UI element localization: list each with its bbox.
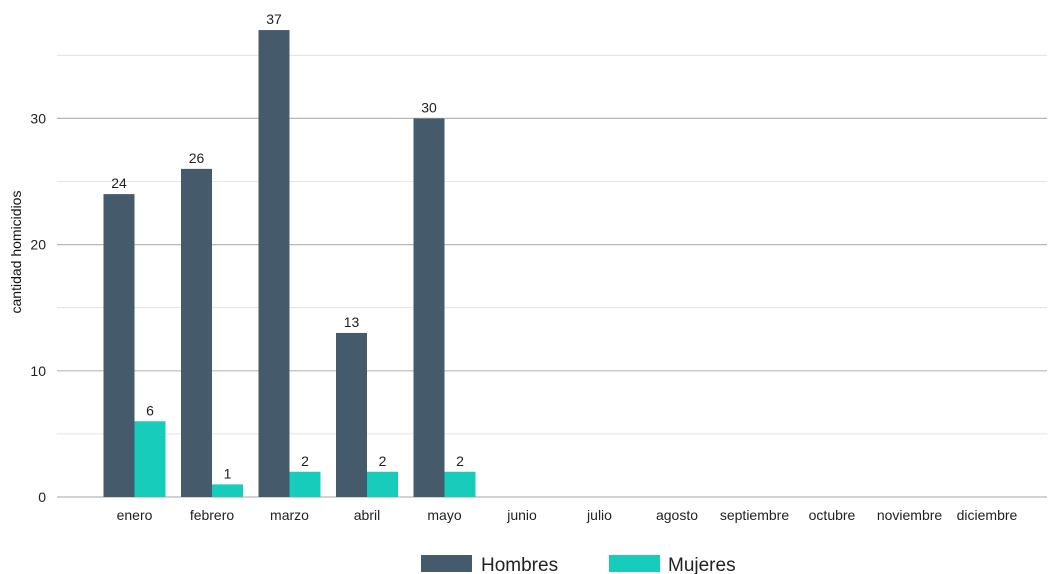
- data-label-mujeres-febrero: 1: [224, 465, 232, 481]
- y-axis-label: cantidad homicidios: [8, 191, 24, 314]
- bar-mujeres-marzo: [289, 471, 321, 497]
- y-axis: 0 10 20 30: [30, 110, 46, 505]
- bar-hombres-marzo: [258, 30, 290, 498]
- x-tick-label-febrero: febrero: [190, 507, 235, 523]
- x-tick-label-octubre: octubre: [809, 507, 856, 523]
- data-label-hombres-mayo: 30: [421, 99, 437, 115]
- x-tick-label-julio: julio: [586, 507, 612, 523]
- data-label-mujeres-marzo: 2: [301, 453, 309, 469]
- x-tick-label-abril: abril: [354, 507, 380, 523]
- bar-mujeres-enero: [134, 421, 166, 497]
- grid-lines: [57, 54, 1047, 498]
- y-tick-label: 20: [30, 237, 46, 253]
- x-tick-label-marzo: marzo: [270, 507, 309, 523]
- bar-hombres-febrero: [181, 168, 212, 497]
- data-label-hombres-enero: 24: [111, 175, 127, 191]
- legend-label-hombres: Hombres: [481, 555, 558, 574]
- data-label-hombres-marzo: 37: [266, 11, 282, 27]
- legend-swatch-hombres: [421, 555, 472, 572]
- bar-mujeres-mayo: [444, 471, 476, 497]
- y-tick-label: 30: [30, 110, 46, 126]
- data-label-mujeres-abril: 2: [379, 453, 387, 469]
- x-tick-label-diciembre: diciembre: [957, 507, 1018, 523]
- bar-hombres-mayo: [413, 118, 445, 498]
- bar-mujeres-febrero: [212, 484, 243, 497]
- x-axis: enero febrero marzo abril mayo junio julio agos…: [117, 507, 1018, 523]
- legend: Hombres Mujeres: [421, 555, 736, 574]
- data-labels: 24 6 26 1 37 2 13 2 30 2: [111, 11, 464, 481]
- bar-hombres-abril: [336, 332, 367, 497]
- x-tick-label-noviembre: noviembre: [877, 507, 943, 523]
- x-tick-label-mayo: mayo: [427, 507, 461, 523]
- y-tick-label: 0: [38, 489, 46, 505]
- legend-label-mujeres: Mujeres: [668, 555, 736, 574]
- data-label-hombres-abril: 13: [344, 314, 360, 330]
- bar-mujeres-abril: [367, 471, 398, 497]
- x-tick-label-septiembre: septiembre: [720, 507, 789, 523]
- x-tick-label-junio: junio: [506, 507, 537, 523]
- bar-hombres-enero: [103, 194, 135, 497]
- x-tick-label-enero: enero: [117, 507, 153, 523]
- y-tick-label: 10: [30, 363, 46, 379]
- data-label-mujeres-enero: 6: [146, 402, 154, 418]
- x-tick-label-agosto: agosto: [656, 507, 698, 523]
- bars: [103, 30, 476, 498]
- legend-swatch-mujeres: [609, 555, 660, 572]
- data-label-hombres-febrero: 26: [189, 150, 205, 166]
- data-label-mujeres-mayo: 2: [456, 453, 464, 469]
